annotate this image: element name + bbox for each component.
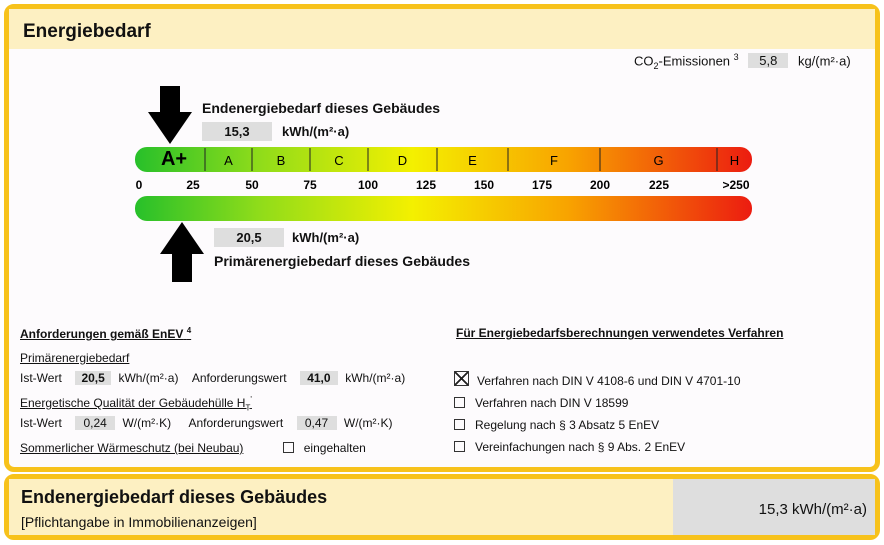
scale-bar-bottom — [135, 196, 752, 221]
ist-unit: kWh/(m²·a) — [118, 371, 179, 385]
req-value: 0,47 — [296, 416, 337, 430]
class-label: G — [653, 153, 663, 168]
header-band — [9, 9, 875, 49]
header-title: Energiebedarf — [23, 21, 151, 42]
req-envelope-heading: Energetische Qualität der Gebäudehülle H… — [20, 395, 252, 412]
footer-band — [9, 479, 673, 535]
req-label: Anforderungswert — [188, 416, 284, 430]
method-option: Vereinfachungen nach § 9 Abs. 2 EnEV — [454, 436, 741, 458]
tick-label: 75 — [303, 178, 317, 192]
primary-unit: kWh/(m²·a) — [292, 230, 360, 245]
method-option: Verfahren nach DIN V 18599 — [454, 392, 741, 414]
checkbox[interactable] — [454, 397, 465, 408]
class-label: F — [550, 153, 558, 168]
tick-label: 175 — [532, 178, 552, 192]
req-value: 41,0 — [299, 371, 338, 385]
summer-row: Sommerlicher Wärmeschutz (bei Neubau) ei… — [20, 441, 366, 455]
class-label: E — [468, 153, 477, 168]
scale-bar-top — [135, 147, 752, 172]
ist-value: 0,24 — [75, 416, 116, 430]
tick-label: 0 — [136, 178, 143, 192]
tick-label: 125 — [416, 178, 436, 192]
req-title-text: Anforderungen gemäß EnEV — [20, 327, 184, 341]
method-option: Verfahren nach DIN V 4108-6 und DIN V 47… — [454, 370, 741, 392]
req-primary-row: Ist-Wert 20,5 kWh/(m²·a) Anforderungswer… — [20, 371, 405, 385]
end-value: 15,3 — [202, 122, 272, 141]
checkbox[interactable] — [454, 441, 465, 452]
tick-label: 25 — [186, 178, 200, 192]
method-title: Für Energiebedarfsberechnungen verwendet… — [456, 326, 784, 340]
method-option: Regelung nach § 3 Absatz 5 EnEV — [454, 414, 741, 436]
class-label: A+ — [161, 148, 187, 170]
class-label: C — [334, 153, 343, 168]
ist-label: Ist-Wert — [20, 371, 62, 385]
footer-value: 15,3 kWh/(m²·a) — [758, 501, 867, 518]
tick-label: >250 — [722, 178, 749, 192]
class-label: D — [398, 153, 407, 168]
main-panel: Energiebedarf — [4, 4, 880, 472]
footer-panel: Endenergiebedarf dieses Gebäudes [Pflich… — [4, 474, 880, 540]
checkbox[interactable] — [454, 419, 465, 430]
env-sub: T — [245, 403, 251, 413]
summer-label: Sommerlicher Wärmeschutz (bei Neubau) — [20, 441, 244, 455]
ist-unit: W/(m²·K) — [122, 416, 172, 430]
footer-value-box — [673, 479, 875, 535]
tick-label: 50 — [245, 178, 259, 192]
env-heading-text: Energetische Qualität der Gebäudehülle H — [20, 396, 246, 410]
co2-unit: kg/(m²·a) — [797, 53, 851, 69]
co2-label-rest: -Emissionen — [658, 53, 731, 69]
co2-value: 5,8 — [748, 53, 789, 69]
method-option-label: Verfahren nach DIN V 18599 — [475, 396, 629, 410]
class-label: B — [277, 153, 286, 168]
checkbox[interactable] — [454, 371, 469, 386]
scale: A+ A B C D E F G H 0 25 50 75 100 125 150 175 200 225 >250 — [135, 86, 752, 282]
req-note: 4 — [186, 326, 192, 335]
end-arrow — [148, 86, 192, 144]
end-unit: kWh/(m²·a) — [282, 124, 350, 139]
footer-title: Endenergiebedarf dieses Gebäudes — [21, 487, 328, 507]
req-primary-heading: Primärenergiebedarf — [20, 351, 130, 365]
co2-note: 3 — [733, 52, 739, 62]
ist-value: 20,5 — [75, 371, 112, 385]
tick-label: 225 — [649, 178, 669, 192]
method-list: Verfahren nach DIN V 4108-6 und DIN V 47… — [454, 370, 741, 458]
class-label: H — [730, 153, 739, 168]
req-title: Anforderungen gemäß EnEV 4 — [20, 326, 191, 341]
tick-label: 100 — [358, 178, 378, 192]
env-mark: ' — [250, 395, 252, 404]
method-option-label: Regelung nach § 3 Absatz 5 EnEV — [475, 418, 660, 432]
primary-arrow — [160, 222, 204, 282]
footer-subtitle: [Pflichtangabe in Immobilienanzeigen] — [21, 514, 257, 530]
ist-label: Ist-Wert — [20, 416, 62, 430]
req-unit: kWh/(m²·a) — [345, 371, 406, 385]
method-option-label: Vereinfachungen nach § 9 Abs. 2 EnEV — [475, 440, 686, 454]
req-envelope-row: Ist-Wert 0,24 W/(m²·K) Anforderungswert … — [20, 416, 393, 430]
co2-sub: 2 — [653, 60, 659, 71]
checkbox[interactable] — [282, 442, 294, 453]
end-label: Endenergiebedarf dieses Gebäudes — [202, 100, 441, 116]
tick-label: 150 — [474, 178, 494, 192]
method-option-label: Verfahren nach DIN V 4108-6 und DIN V 47… — [477, 374, 741, 388]
req-label: Anforderungswert — [191, 371, 287, 385]
primary-value: 20,5 — [214, 228, 284, 247]
tick-label: 200 — [590, 178, 610, 192]
class-label: A — [224, 153, 233, 168]
req-unit: W/(m²·K) — [343, 416, 393, 430]
co2-line: CO2-Emissionen 3 5,8 kg/(m²·a) — [634, 52, 851, 71]
primary-label: Primärenergiebedarf dieses Gebäudes — [214, 253, 470, 269]
summer-check: eingehalten — [303, 441, 366, 455]
co2-label: CO — [634, 53, 654, 69]
